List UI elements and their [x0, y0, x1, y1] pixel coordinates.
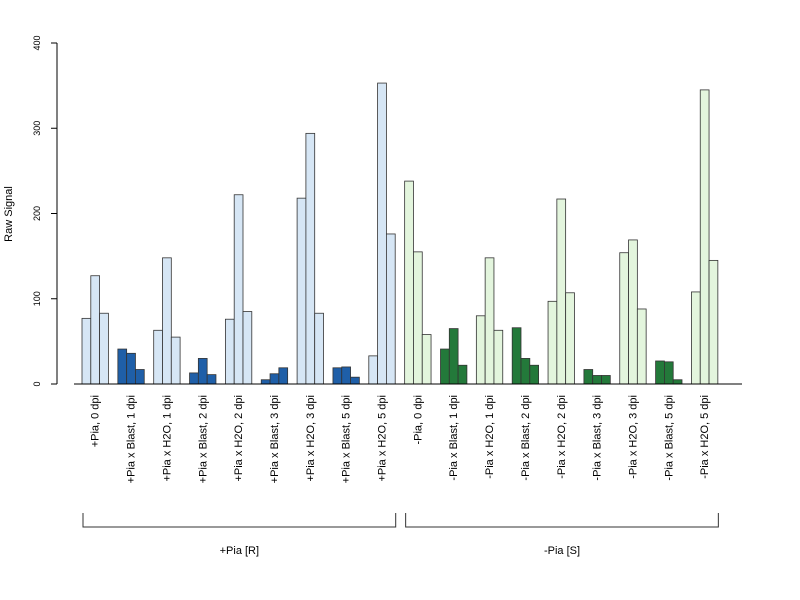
bar [583, 369, 594, 385]
bar [484, 257, 495, 385]
bar [708, 259, 719, 385]
group-bracket [82, 513, 397, 528]
y-tick-label: 100 [32, 291, 42, 306]
x-tick-label: -Pia x Blast, 2 dpi [520, 395, 532, 481]
group-label: +Pia [R] [220, 545, 259, 557]
bar [197, 358, 208, 385]
bar [475, 315, 486, 385]
y-axis-label: Raw Signal [3, 186, 15, 242]
bar [691, 291, 701, 385]
bar [413, 251, 423, 385]
x-tick-label: -Pia x Blast, 5 dpi [663, 395, 675, 481]
bar [628, 239, 638, 385]
bar [242, 311, 253, 385]
bar [269, 373, 280, 385]
bar [699, 89, 710, 385]
bar [601, 375, 611, 385]
bar [421, 334, 432, 385]
group-label: -Pia [S] [544, 545, 580, 557]
bar [556, 198, 567, 385]
bar [135, 369, 145, 385]
x-tick-label: -Pia x H2O, 3 dpi [627, 395, 639, 479]
bar [162, 257, 172, 385]
bar [170, 336, 181, 385]
x-tick-label: +Pia, 0 dpi [90, 395, 102, 447]
x-tick-label: +Pia x Blast, 5 dpi [341, 395, 353, 483]
bar [206, 374, 217, 385]
bar [377, 82, 387, 385]
group-bracket [405, 513, 719, 528]
bar [341, 366, 351, 385]
bar [153, 329, 163, 385]
x-tick-label: +Pia x H2O, 3 dpi [305, 395, 317, 482]
bar [314, 312, 324, 385]
x-tick-label: -Pia, 0 dpi [412, 395, 424, 445]
bar [350, 376, 360, 385]
y-tick-label: 200 [32, 206, 42, 221]
group-brackets: +Pia [R] -Pia [S] [82, 513, 719, 557]
y-tick-label: 0 [32, 381, 42, 386]
bar [126, 352, 136, 385]
bar [529, 364, 539, 385]
x-tick-label: -Pia x Blast, 3 dpi [592, 395, 604, 481]
bar [448, 328, 459, 385]
x-tick-label: -Pia x H2O, 1 dpi [484, 395, 496, 479]
x-tick-label: +Pia x H2O, 1 dpi [161, 395, 173, 482]
bars-layer [81, 82, 719, 385]
x-tick-label: +Pia x Blast, 3 dpi [269, 395, 281, 483]
bar [664, 361, 674, 385]
bar [224, 318, 235, 385]
bar [547, 300, 558, 385]
bar [565, 292, 575, 385]
bar [619, 252, 629, 385]
bar [385, 233, 396, 385]
y-axis: 0 100 200 300 400 [32, 35, 58, 387]
x-tick-labels: +Pia, 0 dpi +Pia x Blast, 1 dpi +Pia x H2O… [90, 395, 711, 483]
bar [520, 358, 531, 385]
bar [278, 367, 289, 385]
bar [81, 317, 92, 385]
x-tick-label: +Pia x H2O, 2 dpi [233, 395, 245, 482]
bar [260, 379, 271, 385]
bar [592, 375, 602, 385]
bar [305, 132, 316, 385]
bar [189, 372, 199, 385]
x-tick-label: +Pia x H2O, 5 dpi [377, 395, 389, 482]
bar [636, 308, 647, 385]
bar [90, 275, 101, 385]
x-tick-label: -Pia x Blast, 1 dpi [448, 395, 460, 481]
bar [457, 364, 468, 385]
bar [493, 329, 504, 385]
bar [117, 348, 128, 385]
bar [511, 327, 522, 385]
bar [332, 367, 343, 385]
bar [672, 379, 683, 385]
bar [404, 180, 414, 385]
bar [368, 355, 378, 385]
bar [233, 194, 244, 385]
bar [296, 197, 307, 385]
bar [655, 360, 665, 385]
x-tick-label: -Pia x H2O, 2 dpi [556, 395, 568, 479]
bar [99, 312, 109, 385]
x-tick-label: +Pia x Blast, 2 dpi [197, 395, 209, 483]
y-tick-label: 400 [32, 35, 42, 50]
x-tick-label: +Pia x Blast, 1 dpi [126, 395, 138, 483]
bar [440, 348, 450, 385]
y-tick-label: 300 [32, 121, 42, 136]
x-tick-label: -Pia x H2O, 5 dpi [699, 395, 711, 479]
